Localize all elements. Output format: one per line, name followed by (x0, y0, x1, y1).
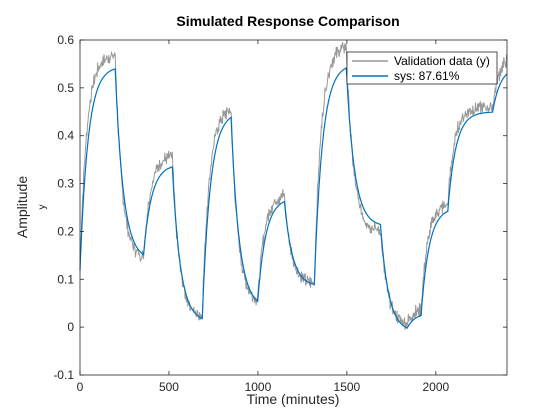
x-tick-label-0: 0 (77, 380, 84, 394)
series-layer (79, 42, 508, 331)
series-sys-line (79, 67, 508, 329)
series-validation-line (79, 42, 508, 331)
y-tick-label-4: 0.3 (57, 177, 74, 191)
plot-frame (79, 39, 508, 376)
plot-area (80, 40, 507, 375)
legend-label-validation: Validation data (y) (394, 54, 490, 68)
y-tick-label-5: 0.4 (57, 129, 74, 143)
y-axis-sublabel: y (37, 205, 48, 210)
x-tick-label-4: 2000 (422, 380, 449, 394)
legend-label-sys: sys: 87.61% (394, 69, 460, 83)
y-tick-label-1: 0 (67, 320, 74, 334)
x-tick-label-3: 1500 (334, 380, 361, 394)
x-axis-label: Time (minutes) (247, 391, 340, 407)
x-tick-label-1: 500 (159, 380, 179, 394)
y-tick-label-0: -0.1 (53, 368, 74, 382)
y-tick-label-2: 0.1 (57, 272, 74, 286)
y-tick-label-6: 0.5 (57, 81, 74, 95)
y-axis-label: Amplitude (14, 176, 30, 238)
x-tick-label-2: 1000 (245, 380, 272, 394)
legend-box (346, 51, 498, 85)
chart-title: Simulated Response Comparison (176, 13, 399, 29)
legend: Validation data (y) sys: 87.61% (346, 51, 498, 85)
y-tick-label-7: 0.6 (57, 33, 74, 47)
y-tick-label-3: 0.2 (57, 224, 74, 238)
ticks-layer: 0 500 1000 1500 2000-0.100.10.20.30.40.50.6 (53, 33, 507, 394)
